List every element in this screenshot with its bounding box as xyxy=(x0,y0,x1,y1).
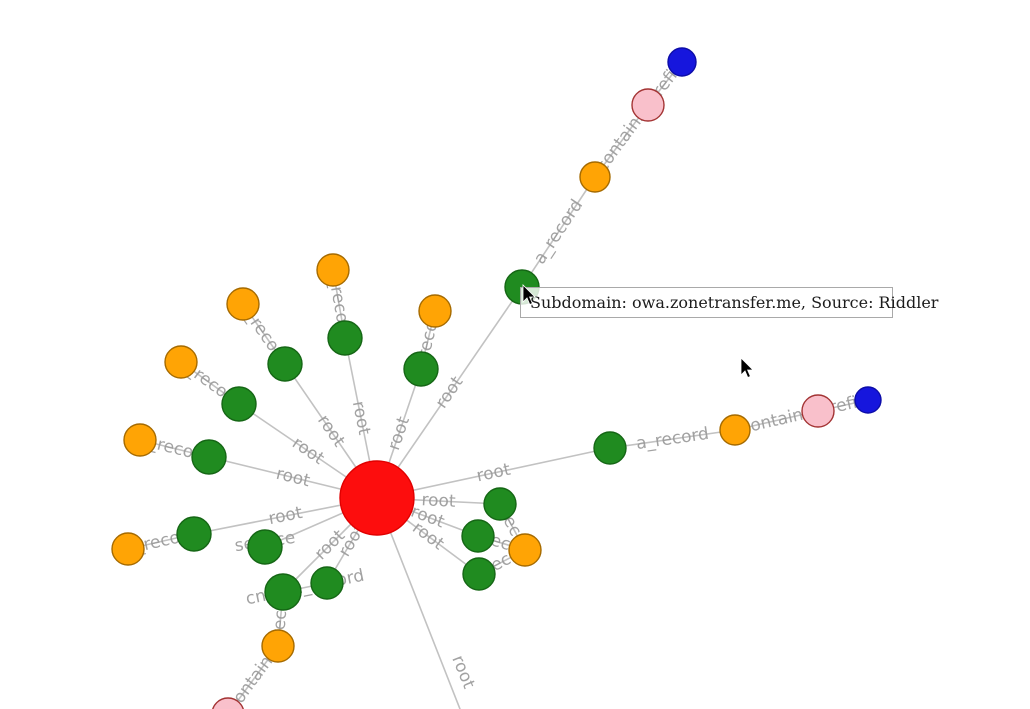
node-address[interactable] xyxy=(111,532,145,566)
node-asn[interactable] xyxy=(667,47,697,77)
node-address[interactable] xyxy=(226,287,260,321)
edge-label-root: root xyxy=(274,464,312,492)
node-subdomain[interactable] xyxy=(483,487,517,521)
edge-label-root: root xyxy=(348,399,374,437)
edge-label-root: root xyxy=(432,373,468,413)
edge xyxy=(609,429,736,449)
node-subdomain[interactable] xyxy=(461,519,495,553)
node-subdomain[interactable] xyxy=(176,516,212,552)
edge-label-root: root xyxy=(447,652,478,691)
node-subdomain[interactable] xyxy=(221,386,257,422)
node-domain[interactable] xyxy=(339,460,415,536)
node-subdomain[interactable] xyxy=(327,320,363,356)
node-asn[interactable] xyxy=(854,386,882,414)
edge-label-a_record: a_record xyxy=(635,424,710,454)
edge xyxy=(521,176,596,288)
node-subdomain[interactable] xyxy=(403,351,439,387)
node-address[interactable] xyxy=(123,423,157,457)
node-address[interactable] xyxy=(579,161,611,193)
node-address[interactable] xyxy=(261,629,295,663)
node-subdomain[interactable] xyxy=(310,566,344,600)
tooltip: Subdomain: owa.zonetransfer.me, Source: … xyxy=(520,287,938,318)
edge-label-root: root xyxy=(475,460,513,487)
node-address[interactable] xyxy=(316,253,350,287)
edge xyxy=(376,497,461,709)
node-subdomain[interactable] xyxy=(264,573,302,611)
node-netblock[interactable] xyxy=(631,88,665,122)
node-netblock[interactable] xyxy=(212,697,244,709)
node-address[interactable] xyxy=(719,414,751,446)
node-address[interactable] xyxy=(418,294,452,328)
edge-label-root: root xyxy=(384,414,414,453)
edge xyxy=(376,286,523,499)
tooltip-text: Subdomain: owa.zonetransfer.me, Source: … xyxy=(530,293,939,312)
node-address[interactable] xyxy=(164,345,198,379)
edge-label-root: root xyxy=(267,503,305,529)
node-subdomain[interactable] xyxy=(593,431,627,465)
edge-label-root: root xyxy=(288,433,328,469)
edge-label-root: root xyxy=(421,490,456,512)
node-subdomain[interactable] xyxy=(462,557,496,591)
edge xyxy=(376,447,611,499)
node-subdomain[interactable] xyxy=(191,439,227,475)
node-subdomain[interactable] xyxy=(267,346,303,382)
node-netblock[interactable] xyxy=(801,394,835,428)
edge-label-cname_record: cname_record xyxy=(244,566,366,610)
node-address[interactable] xyxy=(508,533,542,567)
edge-label-a_record: a_record xyxy=(530,196,587,268)
node-subdomain[interactable] xyxy=(247,529,283,565)
